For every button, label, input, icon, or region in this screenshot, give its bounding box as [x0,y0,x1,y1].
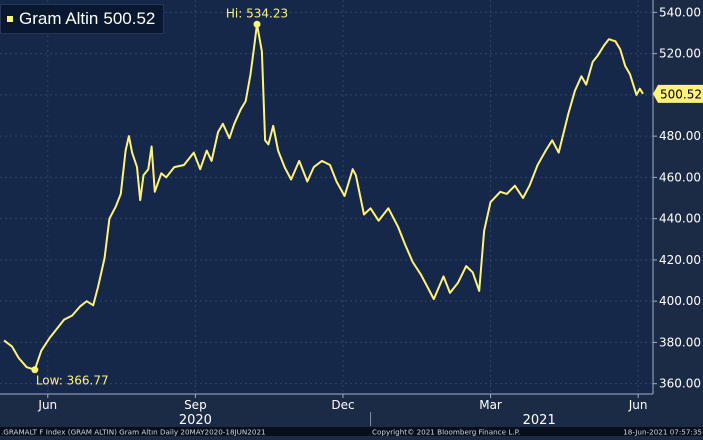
y-tick-label: 540.00 [659,5,701,19]
annotations: Hi: 534.23 Low: 366.77 500.52 [31,6,703,388]
footer-copyright: Copyright© 2021 Bloomberg Finance L.P. [372,428,520,437]
series-line-gram-altin [3,23,644,371]
y-tick-label: 480.00 [659,129,701,143]
high-label: Hi: 534.23 [226,6,288,20]
x-tick-label: Mar [479,398,502,412]
x-tick-label: Dec [331,398,354,412]
x-tick-label: Jun [628,398,648,412]
footer-background [0,427,703,436]
footer: .GRAMALT F Index (GRAM ALTIN) Gram Altın… [0,427,703,437]
y-tick-label: 520.00 [659,47,701,61]
x-year-label: 2020 [179,413,212,428]
high-marker [253,20,261,28]
low-label: Low: 366.77 [36,374,109,388]
y-tick-label: 420.00 [659,253,701,267]
legend-swatch [7,16,13,22]
y-tick-label: 400.00 [659,294,701,308]
axes: 360.00 380.00 400.00 420.00 440.00 460.00 480.… [0,0,701,428]
x-tick-label: Jun [37,398,57,412]
x-year-label: 2021 [523,413,556,428]
low-marker [31,366,39,374]
legend-series-value: 500.52 [103,9,156,28]
grid [0,0,653,394]
footer-source: .GRAMALT F Index (GRAM ALTIN) Gram Altın… [1,428,266,437]
plot-background [0,0,653,394]
y-tick-label: 460.00 [659,170,701,184]
x-tick-label: Sep [184,398,207,412]
legend: Gram Altin 500.52 [0,4,165,34]
legend-series-name: Gram Altin [19,9,99,28]
y-tick-label: 440.00 [659,212,701,226]
last-price-tag [653,84,703,103]
y-tick-label: 380.00 [659,335,701,349]
series-layer [3,23,644,371]
footer-timestamp: 18-Jun-2021 07:57:35 [623,428,702,437]
last-price-label: 500.52 [660,87,702,101]
y-tick-label: 360.00 [659,377,701,391]
